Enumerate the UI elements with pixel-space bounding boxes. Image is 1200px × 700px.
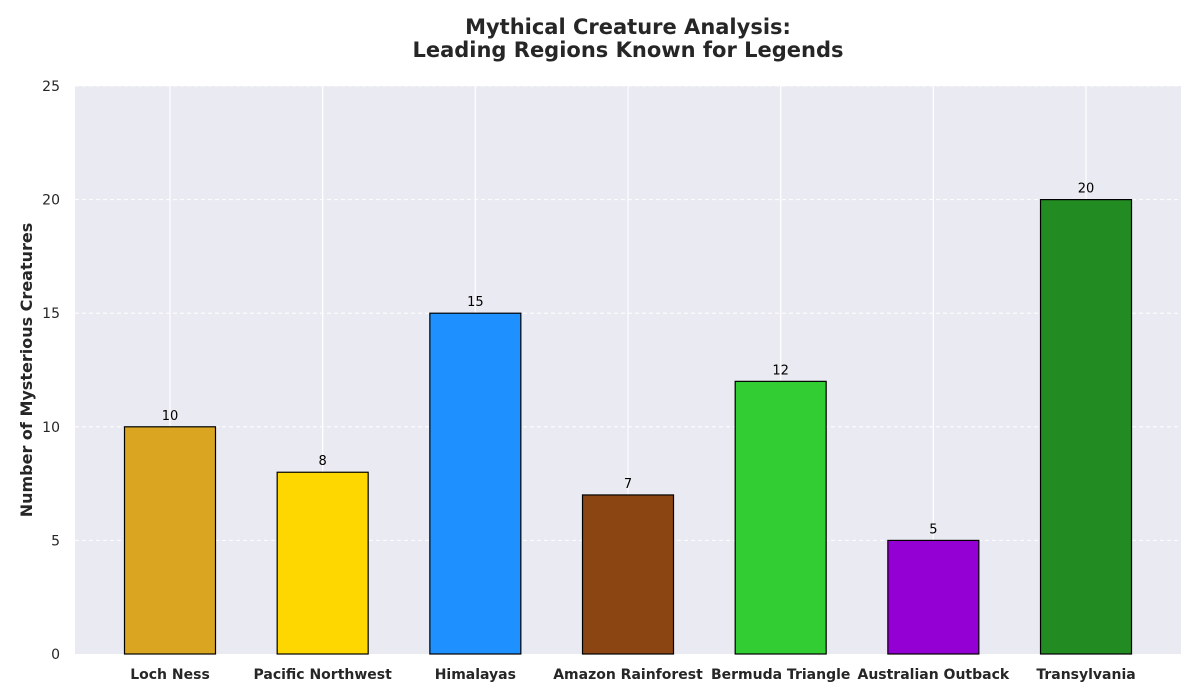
bar (887, 539, 980, 655)
bar-value-label: 20 (1078, 182, 1095, 197)
chart-title-line-2: Leading Regions Known for Legends (412, 38, 843, 62)
bar-value-label: 10 (162, 409, 179, 424)
chart-title-line-1: Mythical Creature Analysis: (465, 15, 791, 39)
x-tick-label: Amazon Rainforest (553, 667, 703, 683)
x-tick-label: Australian Outback (857, 667, 1009, 683)
bar (734, 380, 827, 655)
x-tick-label: Pacific Northwest (253, 667, 392, 683)
x-tick-label: Loch Ness (130, 667, 210, 683)
y-tick-label: 0 (51, 647, 60, 663)
bar-value-label: 15 (467, 295, 484, 310)
y-tick-label: 5 (51, 533, 60, 549)
bar (1039, 199, 1133, 655)
bar-value-label: 8 (319, 454, 327, 469)
y-axis-label: Number of Mysterious Creatures (17, 223, 36, 518)
x-tick-label: Himalayas (435, 667, 516, 683)
y-tick-label: 25 (42, 79, 60, 95)
bar-value-label: 5 (929, 522, 937, 537)
bar (429, 312, 522, 655)
y-tick-label: 15 (42, 306, 60, 322)
x-tick-label: Bermuda Triangle (711, 667, 850, 683)
bar-value-label: 12 (772, 363, 789, 378)
bar-value-label: 7 (624, 477, 632, 492)
y-tick-label: 10 (42, 420, 60, 436)
bar (581, 494, 675, 655)
bar (123, 426, 217, 655)
y-tick-label: 20 (42, 193, 60, 209)
bar (276, 471, 369, 655)
bars-layer (123, 199, 1133, 655)
labels-layer: 10 8 15 7 12 5 20 (162, 182, 1095, 538)
x-tick-label: Transylvania (1036, 667, 1135, 683)
ticks-layer: Loch Ness Pacific Northwest Himalayas Amazo… (42, 79, 1136, 683)
